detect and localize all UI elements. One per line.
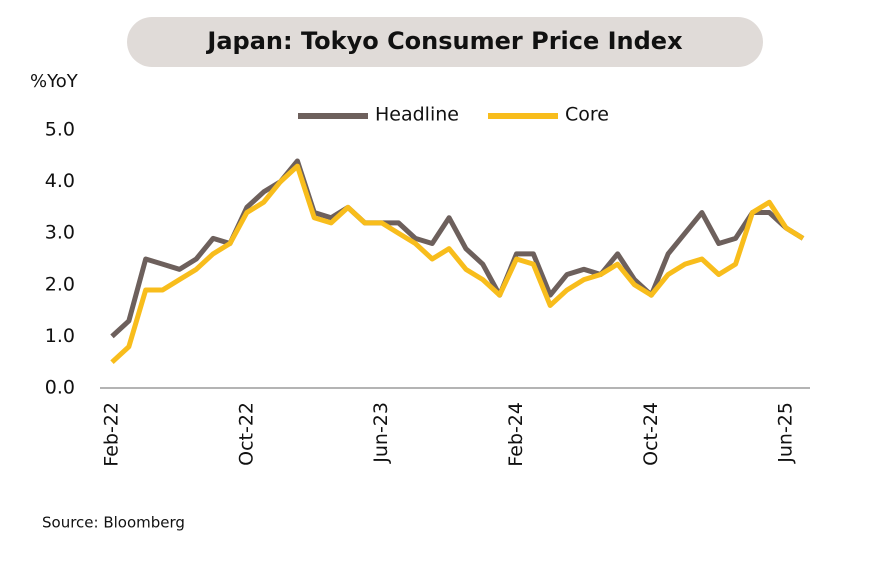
y-tick-label: 2.0 xyxy=(45,273,75,295)
y-tick-label: 4.0 xyxy=(45,170,75,192)
title-pill xyxy=(127,17,763,67)
x-tick-label: Feb-24 xyxy=(505,402,527,467)
y-tick-label: 3.0 xyxy=(45,222,75,244)
chart-title: Japan: Tokyo Consumer Price Index xyxy=(205,27,683,55)
x-tick-label: Feb-22 xyxy=(101,402,123,467)
y-axis-label: %YoY xyxy=(30,71,79,92)
legend-label: Headline xyxy=(375,104,459,126)
source: Source: Bloomberg xyxy=(42,514,185,532)
x-tick-label: Jun-23 xyxy=(370,402,392,464)
x-tick-label: Jun-25 xyxy=(775,402,797,464)
x-tick-label: Oct-22 xyxy=(235,402,257,466)
legend-label: Core xyxy=(565,104,609,126)
y-tick-label: 0.0 xyxy=(45,377,75,399)
x-tick-label: Oct-24 xyxy=(640,402,662,466)
series-line xyxy=(110,158,805,339)
y-tick-label: 1.0 xyxy=(45,325,75,347)
series-line xyxy=(110,163,805,365)
y-tick-label: 5.0 xyxy=(45,119,75,141)
